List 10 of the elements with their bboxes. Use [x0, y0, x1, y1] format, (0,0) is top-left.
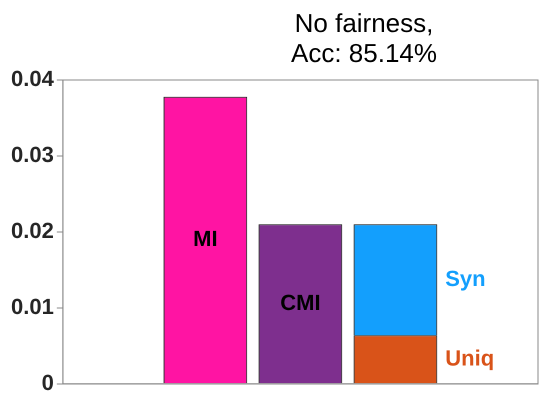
chart-title: No fairness, Acc: 85.14% [291, 8, 437, 68]
series-label: Syn [445, 266, 486, 291]
series-label: Uniq [445, 345, 494, 370]
y-tick-label: 0.01 [10, 294, 54, 319]
series-label: MI [193, 226, 218, 252]
y-tick-label: 0.03 [10, 142, 54, 168]
series-label: CMI [280, 290, 321, 315]
y-tick-label: 0 [42, 370, 54, 395]
y-tick-label: 0.02 [10, 218, 54, 243]
y-tick-label: 0.04 [10, 66, 55, 92]
